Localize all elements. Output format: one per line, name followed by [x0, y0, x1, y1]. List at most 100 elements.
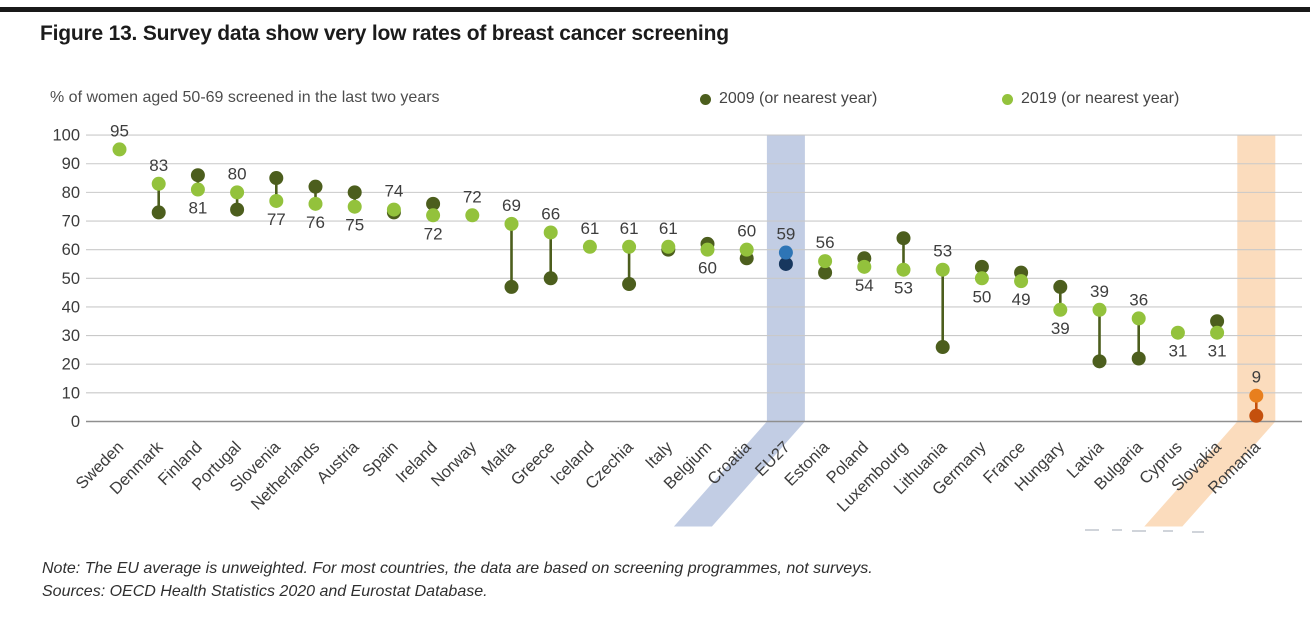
dot-2019-lithuania: [935, 262, 950, 277]
dot-2019-france: [1014, 274, 1029, 289]
value-label-luxembourg: 53: [894, 279, 913, 298]
dot-2019-poland: [857, 259, 872, 274]
value-label-sweden: 95: [110, 121, 129, 140]
legend-label-2019: 2019 (or nearest year): [1021, 90, 1180, 107]
dot-2019-slovakia: [1210, 325, 1225, 340]
dot-2009-hungary: [1053, 279, 1068, 294]
dot-2019-hungary: [1053, 302, 1068, 317]
value-label-austria: 75: [345, 216, 364, 235]
dot-2019-iceland: [582, 239, 597, 254]
y-tick-label-100: 100: [52, 127, 80, 145]
x-axis-label-estonia: Estonia: [781, 438, 833, 490]
value-label-iceland: 61: [580, 219, 599, 238]
value-label-eu27: 59: [776, 225, 795, 244]
value-label-finland: 81: [188, 199, 207, 218]
legend-item-2019: 2019 (or nearest year): [1002, 90, 1179, 108]
dot-2019-spain: [386, 202, 401, 217]
dot-2019-sweden: [112, 142, 127, 157]
dot-2019-germany: [974, 271, 989, 286]
y-tick-label-90: 90: [62, 155, 80, 173]
value-label-estonia: 56: [816, 233, 835, 252]
dot-2019-belgium: [700, 242, 715, 257]
value-label-poland: 54: [855, 276, 874, 295]
value-label-france: 49: [1012, 290, 1031, 309]
x-axis-label-austria: Austria: [313, 438, 363, 488]
dot-2009-austria: [347, 185, 362, 200]
value-label-cyprus: 31: [1168, 342, 1187, 361]
legend-dot-2019-icon: [1002, 93, 1013, 105]
cropped-text-artifact-2: [1132, 530, 1146, 532]
chart-sources: Sources: OECD Health Statistics 2020 and…: [42, 583, 488, 600]
value-label-norway: 72: [463, 187, 482, 206]
dot-2019-finland: [190, 182, 205, 197]
y-tick-label-50: 50: [62, 270, 80, 288]
y-tick-label-0: 0: [71, 413, 80, 431]
dot-2019-czechia: [622, 239, 637, 254]
value-label-belgium: 60: [698, 259, 717, 278]
dot-2019-malta: [504, 216, 519, 231]
dot-2009-bulgaria: [1131, 351, 1146, 366]
value-label-portugal: 80: [228, 164, 247, 183]
x-axis-label-italy: Italy: [642, 438, 677, 473]
dot-2009-slovenia: [269, 171, 284, 186]
cropped-text-artifact-4: [1192, 531, 1204, 533]
value-label-malta: 69: [502, 196, 521, 215]
value-label-hungary: 39: [1051, 319, 1070, 338]
dot-2019-norway: [465, 208, 480, 223]
dot-2009-finland: [190, 168, 205, 183]
dot-2009-czechia: [622, 277, 637, 292]
dot-2019-austria: [347, 199, 362, 214]
y-tick-label-30: 30: [62, 327, 80, 345]
dot-2019-greece: [543, 225, 558, 240]
value-label-spain: 74: [384, 182, 403, 201]
dot-2019-denmark: [151, 176, 166, 191]
highlight-band-slant-eu27: [673, 421, 805, 527]
dot-2009-slovakia: [1210, 314, 1225, 329]
x-axis-label-greece: Greece: [508, 438, 559, 489]
value-label-netherlands: 76: [306, 213, 325, 232]
figure-title: Figure 13. Survey data show very low rat…: [40, 22, 729, 45]
dot-2009-romania: [1249, 408, 1264, 423]
value-label-denmark: 83: [149, 156, 168, 175]
value-label-italy: 61: [659, 219, 678, 238]
value-label-bulgaria: 36: [1129, 290, 1148, 309]
value-label-lithuania: 53: [933, 242, 952, 261]
chart-subtitle-y-axis-description: % of women aged 50-69 screened in the la…: [50, 89, 440, 106]
y-tick-label-20: 20: [62, 356, 80, 374]
dot-2019-bulgaria: [1131, 311, 1146, 326]
dot-2019-portugal: [230, 185, 245, 200]
dot-2009-ireland: [426, 196, 441, 211]
dot-2019-eu27: [778, 245, 793, 260]
value-label-latvia: 39: [1090, 282, 1109, 301]
dot-2019-italy: [661, 239, 676, 254]
value-label-slovakia: 31: [1208, 342, 1227, 361]
value-label-germany: 50: [972, 287, 991, 306]
value-label-croatia: 60: [737, 222, 756, 241]
dot-2009-portugal: [230, 202, 245, 217]
dot-2009-latvia: [1092, 354, 1107, 369]
dot-2009-germany: [974, 259, 989, 274]
dot-2009-lithuania: [935, 340, 950, 355]
y-tick-label-70: 70: [62, 213, 80, 231]
y-tick-label-60: 60: [62, 241, 80, 259]
top-border-rule: [0, 7, 1310, 12]
cropped-text-artifact-0: [1085, 529, 1099, 531]
dot-2019-ireland: [426, 208, 441, 223]
value-label-ireland: 72: [424, 224, 443, 243]
highlight-band-slant-romania: [1144, 421, 1276, 527]
dot-2009-denmark: [151, 205, 166, 220]
dot-2009-luxembourg: [896, 231, 911, 246]
legend-label-2009: 2009 (or nearest year): [719, 90, 878, 107]
dot-2009-malta: [504, 279, 519, 294]
cropped-text-artifact-3: [1163, 530, 1173, 532]
value-label-greece: 66: [541, 204, 560, 223]
dot-2009-eu27: [778, 256, 793, 271]
chart-note: Note: The EU average is unweighted. For …: [42, 560, 873, 577]
legend-item-2009: 2009 (or nearest year): [700, 90, 877, 108]
dot-2019-romania: [1249, 388, 1264, 403]
dot-2019-cyprus: [1170, 325, 1185, 340]
dot-2019-croatia: [739, 242, 754, 257]
dot-2009-estonia: [818, 265, 833, 280]
y-tick-label-10: 10: [62, 384, 80, 402]
